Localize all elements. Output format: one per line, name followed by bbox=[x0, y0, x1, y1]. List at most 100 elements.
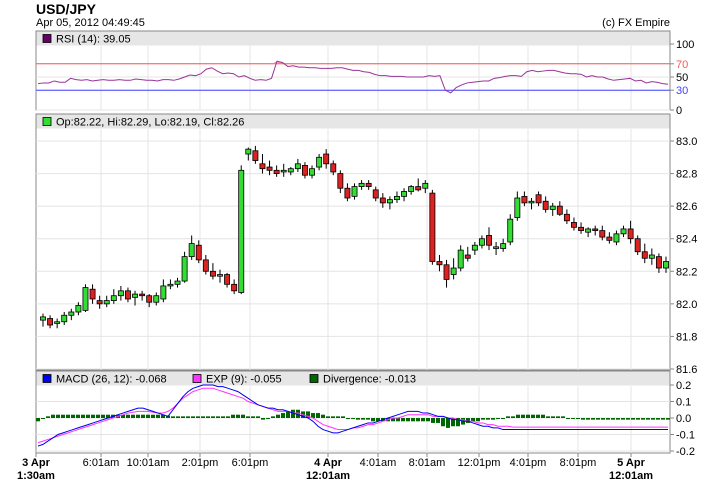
xtick-label-date: 1:30am bbox=[17, 470, 55, 482]
candle bbox=[217, 269, 223, 283]
candle bbox=[507, 214, 514, 246]
exp-legend-text: EXP (9): -0.055 bbox=[206, 374, 282, 386]
divergence-bar bbox=[141, 414, 145, 418]
candle bbox=[464, 246, 471, 262]
candle-body-up bbox=[110, 295, 117, 302]
candle-body-up bbox=[316, 156, 323, 168]
candle bbox=[287, 167, 294, 176]
candle-body-down bbox=[655, 256, 662, 269]
candle bbox=[620, 225, 627, 238]
candle-body-up bbox=[549, 205, 556, 210]
candle bbox=[209, 263, 216, 280]
candle bbox=[238, 165, 245, 295]
divergence-bar bbox=[76, 414, 80, 418]
divergence-bar bbox=[571, 418, 575, 419]
candle bbox=[47, 315, 54, 329]
candle-body-down bbox=[266, 166, 273, 171]
candle bbox=[167, 279, 174, 290]
rsi-ytick-label: 50 bbox=[676, 72, 688, 84]
rsi-ytick-label: 30 bbox=[676, 85, 688, 97]
candle-body-down bbox=[372, 189, 379, 199]
divergence-bar bbox=[236, 414, 240, 418]
candle-body-up bbox=[493, 246, 500, 249]
divergence-bar bbox=[421, 418, 425, 422]
divergence-bar bbox=[356, 418, 360, 420]
candle-body-down bbox=[330, 163, 337, 173]
divergence-bar bbox=[366, 418, 370, 420]
candle bbox=[415, 178, 422, 192]
candle bbox=[556, 201, 563, 216]
candle bbox=[571, 217, 577, 231]
candle bbox=[408, 184, 415, 195]
divergence-bar bbox=[271, 416, 275, 418]
divergence-bar bbox=[581, 418, 585, 420]
candle bbox=[606, 232, 613, 244]
divergence-bar bbox=[176, 416, 180, 418]
candle-body-down bbox=[641, 251, 648, 259]
divergence-bar bbox=[651, 418, 655, 420]
candle bbox=[655, 253, 662, 273]
divergence-bar bbox=[56, 414, 60, 418]
price-ytick-label: 82.6 bbox=[676, 201, 697, 213]
divergence-bar bbox=[311, 413, 315, 418]
candle-body-down bbox=[323, 153, 330, 165]
candle-body-up bbox=[160, 285, 167, 300]
candle-body-down bbox=[415, 186, 422, 191]
chart-credit: (c) FX Empire bbox=[602, 17, 670, 29]
candle-body-up bbox=[500, 243, 507, 249]
divergence-bar bbox=[471, 418, 475, 422]
divergence-bar bbox=[276, 414, 280, 418]
divergence-bar bbox=[456, 418, 460, 427]
candle bbox=[478, 235, 485, 249]
divergence-bar bbox=[396, 418, 400, 422]
candle-body-down bbox=[301, 165, 308, 176]
divergence-bar bbox=[131, 414, 135, 418]
divergence-bar bbox=[306, 411, 310, 418]
divergence-bar bbox=[201, 416, 205, 418]
xtick-label: 4:01pm bbox=[510, 457, 547, 469]
candle bbox=[394, 191, 400, 203]
divergence-bar bbox=[411, 418, 415, 422]
divergence-bar bbox=[636, 418, 640, 420]
divergence-bar bbox=[611, 418, 615, 420]
candle-body-up bbox=[174, 280, 181, 285]
divergence-bar bbox=[586, 418, 590, 420]
candle-body-down bbox=[379, 197, 386, 204]
candle bbox=[592, 225, 599, 236]
candle-body-down bbox=[273, 169, 280, 174]
divergence-bar bbox=[161, 414, 165, 418]
candle bbox=[125, 287, 131, 303]
divergence-bar bbox=[666, 418, 670, 420]
candle bbox=[54, 318, 61, 329]
divergence-bar bbox=[641, 418, 645, 420]
divergence-bar bbox=[101, 414, 105, 418]
divergence-bar bbox=[606, 418, 610, 420]
xtick-label: 4:01am bbox=[360, 457, 397, 469]
candle bbox=[344, 183, 351, 202]
candle-body-down bbox=[146, 295, 153, 303]
candle-body-down bbox=[259, 163, 266, 170]
divergence-bar bbox=[596, 418, 600, 420]
price-legend-swatch bbox=[42, 117, 52, 126]
xtick-label-date: 12:01am bbox=[609, 470, 653, 482]
divergence-bar bbox=[491, 418, 495, 420]
candle bbox=[379, 193, 386, 208]
candle-body-up bbox=[54, 321, 61, 324]
divergence-bar bbox=[221, 416, 225, 418]
candle bbox=[330, 160, 337, 176]
divergence-bar bbox=[61, 414, 65, 418]
divergence-bar bbox=[521, 414, 525, 418]
candle-body-down bbox=[599, 230, 606, 238]
divergence-bar bbox=[281, 413, 285, 418]
rsi-legend-swatch bbox=[42, 34, 52, 43]
candle bbox=[266, 160, 273, 176]
candle bbox=[110, 289, 117, 304]
divergence-legend-text: Divergence: -0.013 bbox=[323, 374, 416, 386]
candle-body-up bbox=[471, 244, 478, 251]
xtick-label: 8:01pm bbox=[560, 457, 597, 469]
candle-body-down bbox=[443, 264, 450, 280]
candle bbox=[96, 295, 103, 309]
candle-body-up bbox=[408, 186, 415, 192]
divergence-bar bbox=[506, 416, 510, 418]
candle bbox=[634, 235, 641, 255]
